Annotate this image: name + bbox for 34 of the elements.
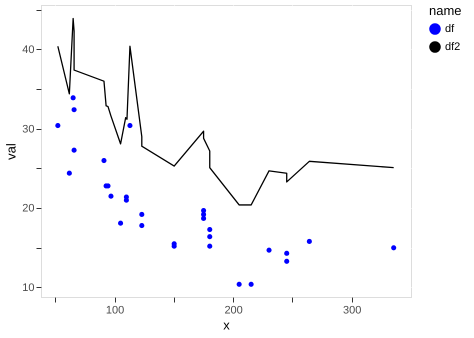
point xyxy=(284,258,290,264)
point xyxy=(55,123,60,128)
point xyxy=(139,212,144,218)
point xyxy=(118,220,124,226)
point xyxy=(139,223,144,228)
y-tick-label: 40 xyxy=(22,44,34,56)
point xyxy=(266,248,272,253)
point xyxy=(101,158,107,164)
point xyxy=(207,234,212,240)
point xyxy=(236,282,242,287)
point xyxy=(284,250,290,256)
point xyxy=(248,282,254,287)
point xyxy=(306,238,312,244)
point xyxy=(72,107,77,112)
legend-label: df xyxy=(445,23,456,35)
point xyxy=(127,123,132,128)
point xyxy=(391,245,396,250)
x-tick-label: 300 xyxy=(343,304,362,316)
point xyxy=(66,170,72,176)
x-tick-label: 200 xyxy=(224,304,243,316)
legend-title: name xyxy=(429,3,462,18)
line-series xyxy=(57,18,394,206)
x-tick-label: 100 xyxy=(106,304,124,316)
y-tick-label: 30 xyxy=(22,123,34,136)
point xyxy=(207,227,212,232)
y-tick-label: 10 xyxy=(22,282,34,294)
y-tick-label: 20 xyxy=(22,202,34,215)
y-axis-title: val xyxy=(3,143,18,160)
point xyxy=(108,194,114,199)
point xyxy=(72,148,77,153)
point xyxy=(207,244,212,249)
legend-label: df2 xyxy=(445,41,460,53)
point xyxy=(70,95,76,100)
x-axis-title: x xyxy=(223,318,230,332)
